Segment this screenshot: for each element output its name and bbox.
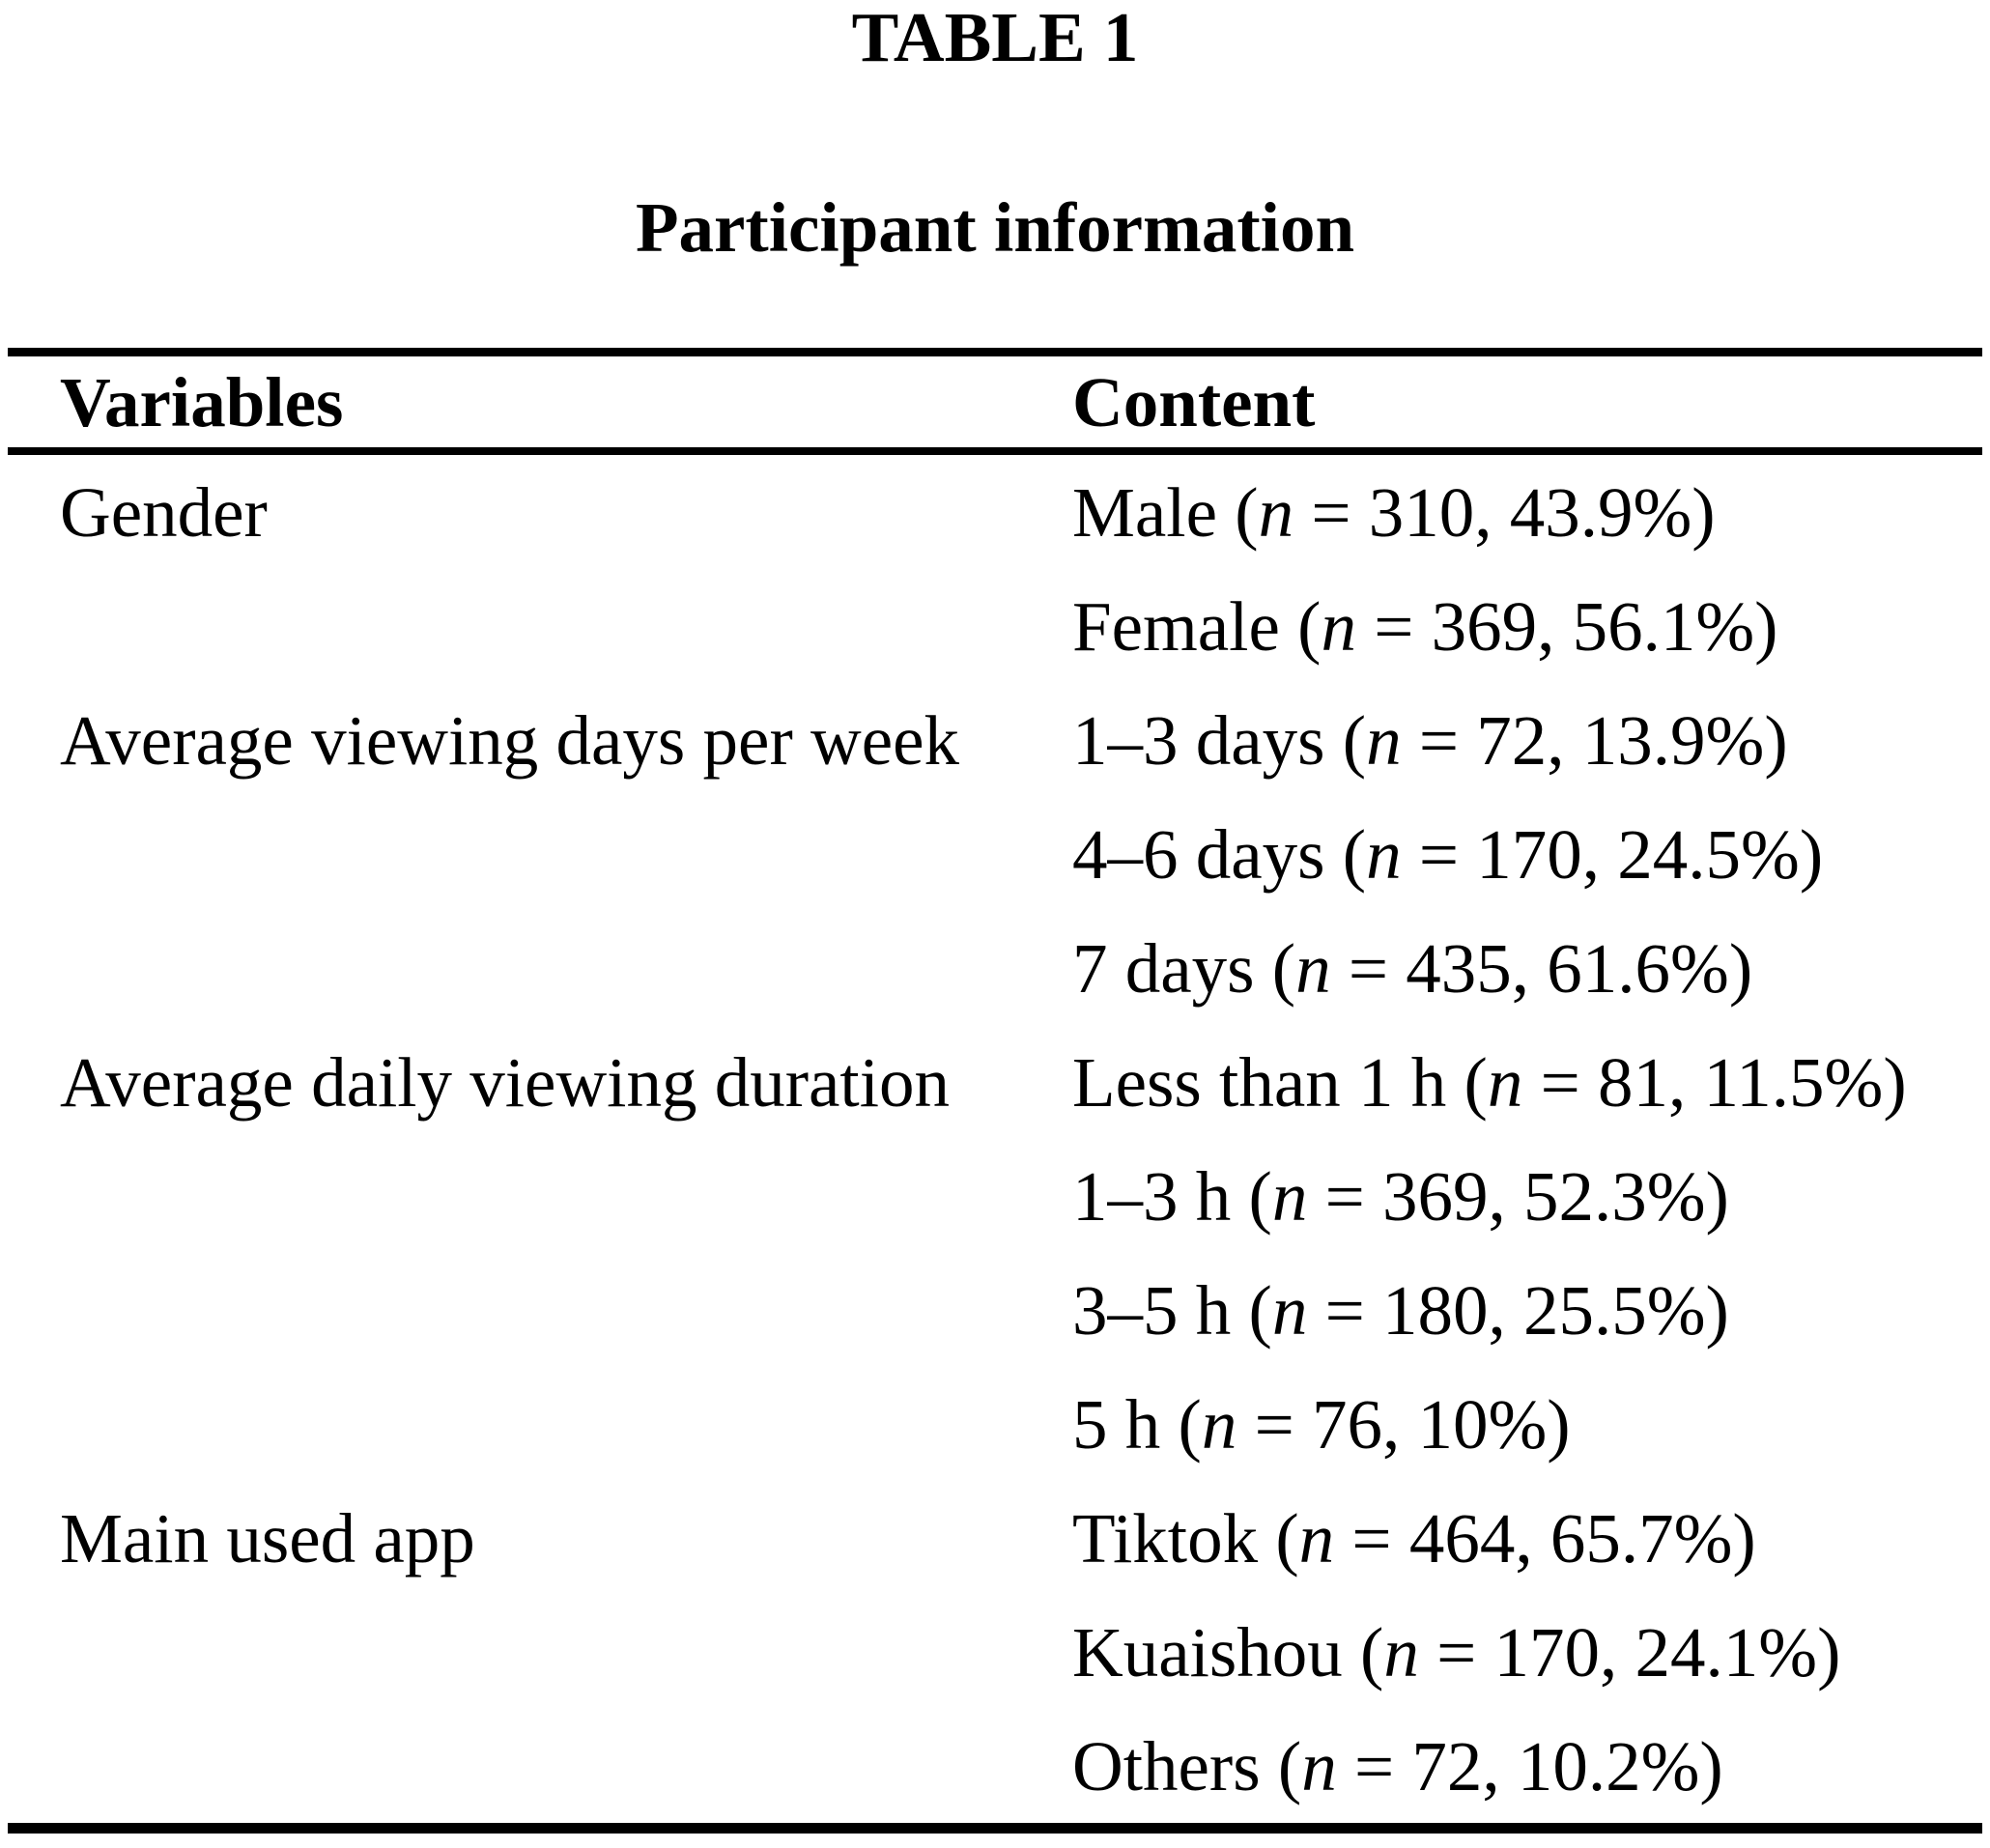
content-text-post: = 76, 10%) [1237, 1384, 1571, 1464]
variable-cell: Gender [60, 472, 268, 552]
column-header-content: Content [1072, 362, 1316, 441]
content-text-pre: 1–3 days ( [1072, 700, 1367, 780]
content-text-pre: Tiktok ( [1072, 1498, 1299, 1578]
content-cell: Female (n = 369, 56.1%) [1063, 591, 1990, 662]
table-label: TABLE 1 [851, 0, 1139, 76]
table-row: Average daily viewing duration Less than… [0, 1025, 1990, 1139]
n-symbol: n [1366, 814, 1402, 894]
content-text-post: = 81, 11.5%) [1522, 1042, 1907, 1122]
content-text-post: = 72, 10.2%) [1336, 1726, 1723, 1805]
n-symbol: n [1383, 1612, 1419, 1692]
variable-cell: Average viewing days per week [60, 700, 960, 780]
n-symbol: n [1298, 1498, 1335, 1578]
content-cell: 4–6 days (n = 170, 24.5%) [1063, 819, 1990, 890]
n-symbol: n [1201, 1384, 1237, 1464]
content-text-pre: Male ( [1072, 472, 1259, 552]
n-symbol: n [1258, 472, 1294, 552]
content-cell: Tiktok (n = 464, 65.7%) [1063, 1503, 1990, 1574]
variable-cell: Main used app [60, 1498, 475, 1578]
table-body: Gender Male (n = 310, 43.9%) Female (n =… [0, 455, 1990, 1823]
content-text-pre: 4–6 days ( [1072, 814, 1367, 894]
table-row: Average viewing days per week 1–3 days (… [0, 683, 1990, 797]
content-cell: 5 h (n = 76, 10%) [1063, 1389, 1990, 1460]
content-text-post: = 170, 24.5%) [1401, 814, 1824, 894]
n-symbol: n [1366, 700, 1402, 780]
content-text-pre: 5 h ( [1072, 1384, 1202, 1464]
content-text-post: = 369, 56.1%) [1355, 586, 1778, 666]
content-cell: 1–3 h (n = 369, 52.3%) [1063, 1161, 1990, 1232]
n-symbol: n [1271, 1270, 1308, 1350]
table-row: 3–5 h (n = 180, 25.5%) [0, 1253, 1990, 1367]
content-text-pre: 1–3 h ( [1072, 1156, 1272, 1236]
content-text-pre: Female ( [1072, 586, 1322, 666]
top-rule [8, 348, 1982, 356]
content-text-post: = 72, 13.9%) [1401, 700, 1788, 780]
n-symbol: n [1301, 1726, 1337, 1805]
variable-cell: Average daily viewing duration [60, 1042, 950, 1122]
content-cell: 3–5 h (n = 180, 25.5%) [1063, 1275, 1990, 1346]
bottom-rule [8, 1823, 1982, 1834]
table-row: 4–6 days (n = 170, 24.5%) [0, 797, 1990, 911]
table-row: Main used app Tiktok (n = 464, 65.7%) [0, 1481, 1990, 1595]
content-text-post: = 435, 61.6%) [1330, 928, 1753, 1008]
table-row: 5 h (n = 76, 10%) [0, 1367, 1990, 1481]
table-row: Kuaishou (n = 170, 24.1%) [0, 1595, 1990, 1709]
table-title: Participant information [635, 188, 1355, 267]
table-row: 7 days (n = 435, 61.6%) [0, 911, 1990, 1025]
table-row: Others (n = 72, 10.2%) [0, 1709, 1990, 1823]
content-text-pre: Kuaishou ( [1072, 1612, 1384, 1692]
column-header-variables: Variables [60, 362, 344, 441]
content-cell: 7 days (n = 435, 61.6%) [1063, 933, 1990, 1004]
content-text-post: = 180, 25.5%) [1307, 1270, 1729, 1350]
content-text-pre: 7 days ( [1072, 928, 1296, 1008]
content-text-pre: Others ( [1072, 1726, 1302, 1805]
content-cell: 1–3 days (n = 72, 13.9%) [1063, 705, 1990, 776]
content-cell: Male (n = 310, 43.9%) [1063, 477, 1990, 548]
table-row: Gender Male (n = 310, 43.9%) [0, 455, 1990, 569]
n-symbol: n [1487, 1042, 1523, 1122]
table-header-row: Variables Content [0, 356, 1990, 447]
content-text-post: = 464, 65.7%) [1334, 1498, 1756, 1578]
content-text-pre: Less than 1 h ( [1072, 1042, 1488, 1122]
content-cell: Less than 1 h (n = 81, 11.5%) [1063, 1047, 1990, 1118]
n-symbol: n [1271, 1156, 1308, 1236]
table-row: Female (n = 369, 56.1%) [0, 569, 1990, 683]
header-rule [8, 447, 1982, 455]
n-symbol: n [1295, 928, 1331, 1008]
n-symbol: n [1321, 586, 1356, 666]
content-cell: Kuaishou (n = 170, 24.1%) [1063, 1617, 1990, 1688]
content-text-post: = 170, 24.1%) [1418, 1612, 1841, 1692]
content-text-post: = 369, 52.3%) [1307, 1156, 1729, 1236]
content-text-pre: 3–5 h ( [1072, 1270, 1272, 1350]
content-cell: Others (n = 72, 10.2%) [1063, 1731, 1990, 1802]
table-row: 1–3 h (n = 369, 52.3%) [0, 1139, 1990, 1253]
content-text-post: = 310, 43.9%) [1294, 472, 1716, 552]
